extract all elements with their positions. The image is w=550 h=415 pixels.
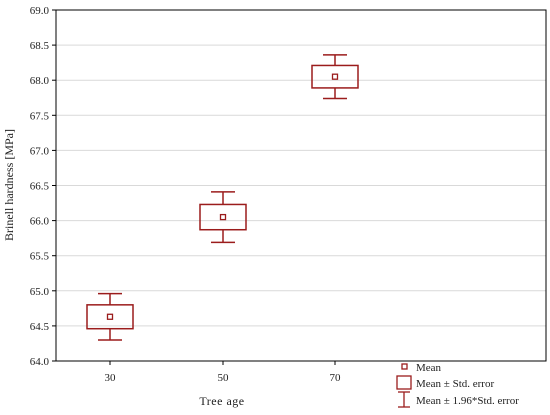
y-tick-label: 68.0 (30, 75, 50, 87)
series-group-30 (86, 292, 134, 341)
series-group-50 (199, 191, 247, 244)
y-tick-label: 66.5 (30, 181, 50, 193)
legend-mean-label: Mean (416, 362, 442, 374)
mean-marker (106, 313, 114, 320)
legend-se-symbol (396, 375, 412, 390)
x-tick-label: 70 (330, 372, 342, 384)
se-box (199, 203, 247, 231)
y-tick-label: 65.0 (30, 286, 50, 298)
series-marks (86, 54, 359, 341)
mean-marker (331, 73, 339, 80)
y-tick-label: 64.0 (30, 356, 50, 368)
y-tick-label: 67.5 (30, 110, 50, 122)
legend-se-label: Mean ± Std. error (416, 378, 494, 390)
se-box (86, 304, 134, 330)
legend: Mean Mean ± Std. error Mean ± 1.96*Std. … (396, 362, 519, 408)
y-axis-label: Brinell hardness [MPa] (2, 129, 16, 241)
y-tick-label: 66.0 (30, 216, 50, 228)
series-group-70 (311, 54, 359, 100)
y-axis: 64.0 64.5 65.0 65.5 66.0 66.5 67.0 67.5 68.0 68.5… (30, 5, 56, 368)
legend-ci-label: Mean ± 1.96*Std. error (416, 395, 519, 407)
grid-lines (56, 44, 546, 327)
legend-mean-symbol (401, 363, 408, 370)
y-tick-label: 65.5 (30, 251, 50, 263)
mean-marker (219, 213, 227, 221)
x-axis-label: Tree age (199, 394, 244, 408)
x-axis: 30 50 70 (105, 361, 342, 384)
se-box (311, 64, 359, 89)
y-tick-label: 68.5 (30, 40, 50, 52)
x-tick-label: 30 (105, 372, 117, 384)
y-tick-label: 67.0 (30, 145, 50, 157)
y-tick-label: 64.5 (30, 321, 50, 333)
legend-ci-symbol (398, 391, 410, 408)
y-tick-label: 69.0 (30, 5, 50, 17)
x-tick-label: 50 (218, 372, 230, 384)
